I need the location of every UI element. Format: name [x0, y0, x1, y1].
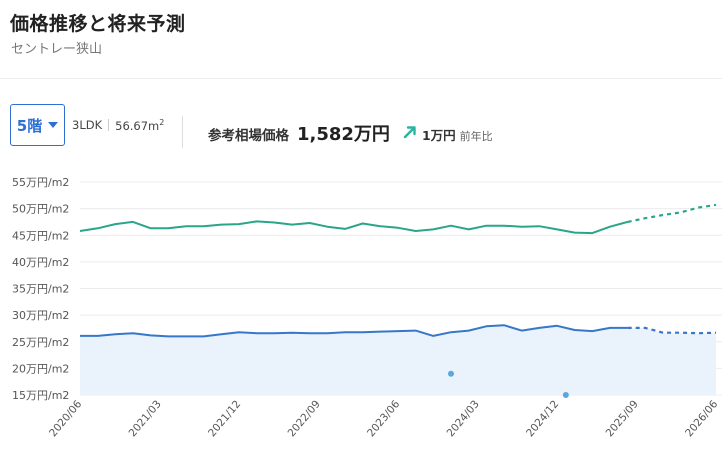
- price-trend-chart: 55万円/m2 50万円/m2 45万円/m2 40万円/m2 35万円/m2 30万円/…: [12, 176, 722, 439]
- x-tick-label: 2025/09: [604, 398, 641, 439]
- floor-select[interactable]: 5階: [10, 104, 65, 146]
- series-line: [79, 220, 628, 235]
- forecast-line: [627, 326, 717, 335]
- x-tick-label: 2022/09: [286, 398, 323, 439]
- y-tick-label: 50万円/m2: [12, 203, 69, 216]
- arrow-up-right-icon: [402, 124, 418, 144]
- property-name: セントレー狭山: [11, 42, 103, 57]
- x-tick-label: 2020/06: [47, 398, 84, 439]
- x-tick-label: 2026/06: [683, 398, 720, 439]
- x-tick-label: 2024/12: [524, 398, 561, 439]
- y-tick-label: 15万円/m2: [12, 389, 69, 402]
- spec-separator: [108, 119, 110, 132]
- y-tick-label: 20万円/m2: [12, 362, 69, 375]
- y-tick-label: 25万円/m2: [12, 336, 69, 349]
- x-tick-label: 2021/12: [206, 398, 243, 439]
- layout-type: 3LDK: [72, 118, 103, 133]
- section-divider: [182, 116, 183, 148]
- chevron-down-icon: [48, 122, 59, 128]
- price-change-value: 1万円: [421, 128, 456, 143]
- y-tick-label: 30万円/m2: [12, 309, 69, 322]
- floor-area: 56.67m2: [115, 118, 164, 133]
- area-fill: [80, 325, 716, 395]
- floor-select-value: 5階: [16, 116, 43, 135]
- floor-area-value: 56.67m: [115, 118, 160, 133]
- y-tick-label: 40万円/m2: [12, 256, 69, 269]
- reference-price: 参考相場価格 1,582万円 1万円 前年比: [208, 120, 493, 146]
- x-tick-label: 2024/03: [445, 398, 482, 439]
- price-value: 1,582万円: [297, 124, 390, 145]
- header-divider: [0, 78, 722, 79]
- series-line: [80, 324, 628, 338]
- unit-spec: 3LDK 56.67m2: [72, 118, 164, 133]
- price-change-label: 前年比: [459, 130, 493, 143]
- price-label: 参考相場価格: [208, 128, 289, 144]
- y-tick-label: 55万円/m2: [12, 176, 69, 189]
- y-tick-label: 45万円/m2: [12, 229, 69, 242]
- area-unit-sup: 2: [159, 118, 165, 127]
- transaction-point: [448, 370, 454, 377]
- page-title: 価格推移と将来予測: [10, 13, 186, 35]
- y-tick-label: 35万円/m2: [12, 283, 69, 296]
- x-tick-label: 2023/06: [365, 398, 402, 439]
- transaction-point: [562, 392, 569, 398]
- x-tick-label: 2021/03: [127, 398, 164, 439]
- forecast-line: [627, 203, 717, 223]
